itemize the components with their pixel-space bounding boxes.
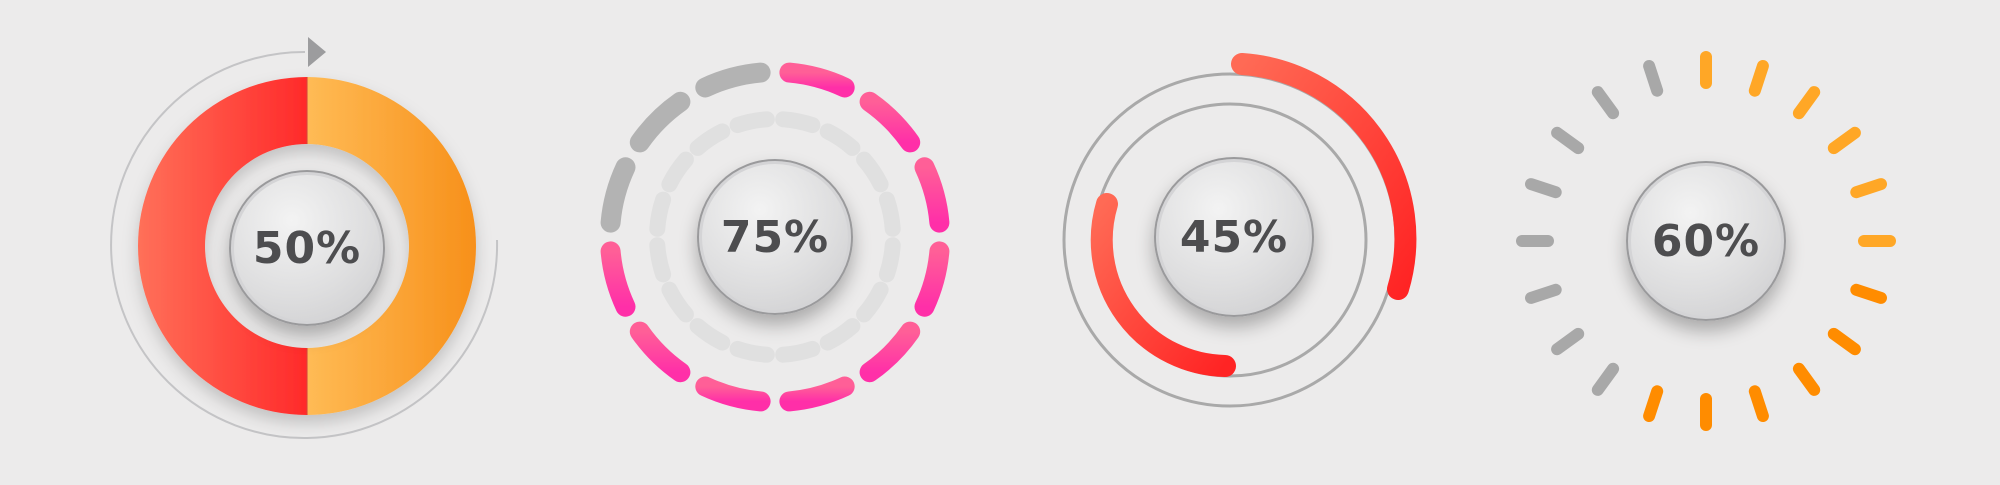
gauge-2-inner-dash (661, 281, 694, 323)
gauge-4-empty-tick (1551, 327, 1585, 356)
gauge-3-arc (1062, 53, 1417, 408)
gauge-3-knob: 45% (1154, 157, 1314, 317)
gauge-1-donut (110, 37, 499, 439)
gauge-4-filled-tick (1827, 327, 1861, 356)
gauge-4-filled-tick (1850, 178, 1887, 199)
gauge-4-empty-tick (1551, 126, 1585, 155)
gauge-4-tick-ring (1516, 51, 1896, 431)
gauge-2-inner-dash (689, 123, 731, 156)
gauge-2-outer-dashes (600, 62, 950, 412)
gauge-2-knob: 75% (697, 159, 853, 315)
gauge-4-filled-tick (1850, 283, 1887, 304)
gauge-4-filled-tick (1792, 362, 1821, 396)
gauge-2-filled-segment (779, 62, 855, 98)
gauge-2-filled-segment (914, 241, 950, 317)
gauge-2-inner-dash (729, 340, 775, 363)
gauge-2-empty-segment (600, 157, 636, 233)
gauge-2-filled-segment (779, 376, 855, 412)
gauge-2-inner-dash (649, 237, 672, 283)
gauge-1-left-half (138, 77, 307, 415)
gauge-2-inner-dash (775, 340, 821, 363)
gauge-2-filled-segment (859, 91, 921, 153)
gauge-4-filled-tick (1792, 86, 1821, 120)
gauge-3-value: 45% (1179, 211, 1289, 263)
gauge-4-empty-tick (1525, 178, 1562, 199)
gauge-2-inner-dash (775, 111, 821, 134)
gauge-2-filled-segment (914, 157, 950, 233)
gauge-1-orbit-arc (110, 50, 499, 439)
gauge-4-filled-tick (1827, 126, 1861, 155)
gauge-2-inner-dash (661, 151, 694, 193)
gauge-4-empty-tick (1591, 362, 1620, 396)
gauge-4-empty-tick (1525, 283, 1562, 304)
gauge-2-inner-dash (819, 123, 861, 156)
gauge-4-value: 60% (1651, 215, 1761, 267)
gauge-4-empty-tick (1643, 60, 1664, 97)
gauge-2-inner-dash (689, 318, 731, 351)
gauge-2-inner-dash (819, 318, 861, 351)
gauge-2-filled-segment (695, 376, 771, 412)
gauge-3-progress-arc-upper (1231, 53, 1417, 300)
gauge-1-arrow-icon (308, 37, 326, 67)
gauge-4-empty-tick (1591, 86, 1620, 120)
gauge-3-progress-arc-lower (1090, 193, 1236, 377)
gauge-1-right-half (307, 77, 476, 415)
gauge-2-inner-dash (878, 191, 901, 237)
gauge-2-filled-segment (629, 321, 691, 383)
gauge-4-knob: 60% (1626, 161, 1786, 321)
gauge-1-knob: 50% (229, 170, 385, 326)
gauge-2-inner-dash (729, 111, 775, 134)
gauge-4-filled-tick (1643, 385, 1664, 422)
gauge-1-value: 50% (252, 222, 362, 274)
gauge-4-filled-tick (1748, 385, 1769, 422)
gauge-2-inner-dash (856, 151, 889, 193)
gauge-2-empty-segment (629, 91, 691, 153)
gauge-2-inner-dash (878, 237, 901, 283)
gauge-2-inner-dash (649, 191, 672, 237)
gauge-2-filled-segment (600, 241, 636, 317)
gauge-2-empty-segment (695, 62, 771, 98)
gauge-2-inner-dashes (649, 111, 901, 363)
gauge-2-inner-dash (856, 281, 889, 323)
gauge-2-dashed-ring (600, 62, 950, 412)
gauge-2-filled-segment (859, 321, 921, 383)
gauge-4-filled-tick (1748, 60, 1769, 97)
gauge-2-value: 75% (720, 211, 830, 263)
